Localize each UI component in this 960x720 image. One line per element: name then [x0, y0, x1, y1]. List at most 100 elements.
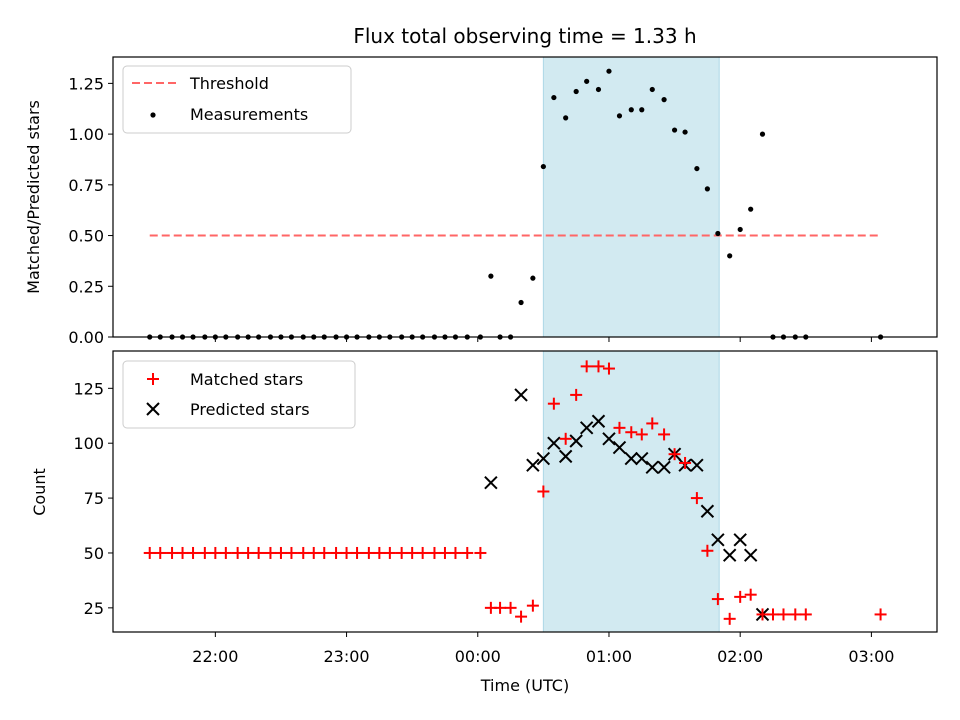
x-tick-label: 00:00 — [455, 647, 501, 666]
measurement-point — [595, 86, 602, 93]
matched-star-marker — [438, 546, 451, 559]
y-tick-label: 0.50 — [68, 227, 104, 246]
x-tick-label: 22:00 — [192, 647, 238, 666]
matched-star-marker — [602, 362, 615, 375]
top-legend-box — [122, 65, 352, 134]
matched-star-marker — [231, 546, 244, 559]
predicted-star-marker — [722, 548, 737, 562]
y-tick-label: 0.00 — [68, 328, 104, 347]
matched-star-marker — [242, 546, 255, 559]
y-tick-label: 0.25 — [68, 277, 104, 296]
x-axis-label: Time (UTC) — [480, 676, 569, 695]
matched-star-marker — [744, 588, 757, 601]
predicted-star-marker — [743, 548, 758, 562]
matched-star-marker — [143, 546, 156, 559]
predicted-star-marker — [558, 449, 573, 464]
matched-star-marker — [449, 546, 462, 559]
x-tick-label: 01:00 — [586, 647, 632, 666]
predicted-legend-label: Predicted stars — [190, 400, 310, 419]
matched-star-marker — [515, 610, 528, 623]
measurement-point — [759, 131, 766, 137]
measurement-point — [488, 273, 494, 279]
bottom-x-ticks: 22:00 23:00 00:00 01:00 02:00 03:00 — [192, 632, 894, 666]
matched-star-marker — [219, 546, 232, 559]
top-legend: Threshold Measurements — [122, 65, 352, 134]
measurement-point — [584, 78, 590, 84]
matched-star-marker — [580, 360, 593, 373]
matched-star-marker — [297, 546, 310, 559]
predicted-star-marker — [711, 533, 725, 547]
matched-star-marker — [474, 546, 487, 559]
matched-star-marker — [690, 492, 703, 505]
matched-star-marker — [209, 546, 222, 559]
predicted-star-marker — [690, 458, 704, 472]
measurement-point — [694, 165, 700, 172]
measurements-legend-swatch — [150, 112, 156, 118]
matched-star-marker — [537, 485, 550, 498]
measurement-point — [704, 186, 710, 192]
measurement-point — [518, 299, 524, 306]
measurement-point — [639, 107, 645, 113]
matched-star-marker — [874, 608, 887, 621]
observing-window-span — [542, 56, 720, 338]
top-x-ticks — [214, 337, 872, 342]
matched-star-marker — [734, 590, 747, 603]
y-tick-label: 1.25 — [68, 74, 104, 93]
y-tick-label: 0.75 — [68, 176, 104, 195]
measurements-legend-label: Measurements — [190, 105, 308, 124]
matched-star-marker — [307, 546, 320, 559]
predicted-star-marker — [602, 432, 616, 446]
x-tick-label: 02:00 — [717, 647, 763, 666]
matched-star-marker — [187, 546, 200, 559]
matched-star-marker — [547, 397, 560, 410]
top-axes-frame — [112, 56, 938, 338]
y-tick-label: 1.00 — [68, 125, 104, 144]
measurement-point — [727, 253, 733, 259]
matched-star-marker — [613, 421, 626, 434]
predicted-stars-points — [484, 388, 770, 622]
matched-star-marker — [668, 448, 681, 461]
predicted-star-marker — [547, 436, 561, 450]
matched-star-marker — [395, 546, 408, 559]
matched-star-marker — [494, 601, 507, 614]
observing-window-span — [542, 350, 720, 633]
matched-star-marker — [416, 546, 429, 559]
matched-star-marker — [285, 546, 298, 559]
y-tick-label: 25 — [84, 599, 104, 618]
matched-star-marker — [756, 608, 769, 621]
top-shaded-span — [542, 56, 720, 338]
measurement-point — [628, 107, 634, 113]
matched-star-marker — [526, 599, 539, 612]
matched-star-marker — [428, 546, 441, 559]
bottom-axes-frame — [112, 350, 938, 633]
predicted-star-marker — [591, 414, 606, 428]
matched-star-marker — [330, 546, 343, 559]
bottom-y-ticks: 25 50 75 100 125 — [73, 379, 113, 618]
matched-star-marker — [351, 546, 364, 559]
predicted-star-marker — [624, 451, 638, 466]
matched-stars-points — [143, 360, 887, 625]
predicted-star-marker — [579, 421, 594, 435]
measurement-point — [715, 230, 721, 237]
predicted-star-marker — [612, 440, 627, 455]
matched-star-marker — [504, 601, 517, 614]
measurement-point — [563, 115, 569, 121]
matched-star-marker — [701, 544, 714, 557]
top-y-axis-label: Matched/Predicted stars — [24, 100, 43, 294]
measurement-point — [671, 127, 678, 133]
matched-star-marker — [592, 360, 605, 373]
predicted-star-marker — [635, 451, 649, 466]
bottom-y-axis-label: Count — [30, 468, 49, 516]
matched-star-marker — [274, 546, 287, 559]
matched-star-marker — [711, 593, 724, 606]
matched-star-marker — [461, 546, 474, 559]
matched-star-marker — [723, 612, 736, 625]
measurement-point — [649, 86, 655, 93]
predicted-star-marker — [526, 458, 540, 472]
matched-star-marker — [340, 546, 353, 559]
matched-star-marker — [559, 432, 572, 445]
matched-star-marker — [362, 546, 375, 559]
y-tick-label: 50 — [84, 544, 104, 563]
measurement-point — [737, 226, 743, 233]
